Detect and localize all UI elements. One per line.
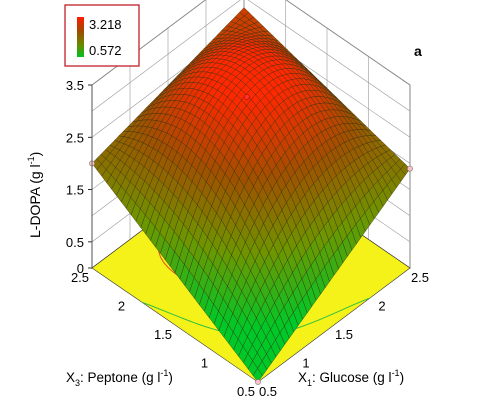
- x-tick-label: 2.5: [411, 270, 429, 285]
- y-axis-label-sub: 3: [75, 378, 80, 388]
- z-axis-label: L-DOPA (g l-1): [26, 152, 43, 238]
- wall-gridline-z: [91, 0, 411, 86]
- y-tick-label: 1: [201, 356, 208, 371]
- colorbar-legend: 3.218 0.572: [64, 4, 140, 67]
- y-axis-label-rest: : Peptone (g l: [80, 370, 160, 385]
- x-axis-label: X1: Glucose (g l-1): [298, 368, 404, 388]
- y-tick-label: 2.5: [71, 270, 89, 285]
- x-axis-label-rest: : Glucose (g l: [312, 370, 392, 385]
- z-tick-label: 2.5: [66, 130, 84, 145]
- wall-gridline-z: [91, 0, 411, 112]
- z-tick-label: 0.5: [66, 235, 84, 250]
- z-axis-label-tail: ): [27, 152, 43, 157]
- colorbar-min-label: 0.572: [89, 43, 122, 58]
- design-point: [255, 379, 261, 385]
- z-axis-ticks: 0 0.5 1.5 2.5 3.5: [66, 78, 93, 276]
- y-axis-label: X3: Peptone (g l-1): [66, 368, 173, 388]
- x-tick-label: 1.5: [335, 327, 353, 342]
- x-axis-label-main: X: [298, 370, 307, 385]
- surface-cell: [252, 367, 263, 383]
- x-tick-label: 1: [302, 356, 309, 371]
- y-axis-label-tail: ): [168, 370, 173, 385]
- x-tick-label: 0.5: [259, 384, 277, 399]
- x-axis-label-sub: 1: [307, 378, 312, 388]
- response-surface: [91, 7, 411, 383]
- y-tick-label: 0.5: [237, 384, 255, 399]
- design-point-peak: [244, 94, 250, 100]
- colorbar-max-label: 3.218: [89, 17, 122, 32]
- y-tick-label: 2: [118, 299, 125, 314]
- y-axis-ticks: 0.5 1 1.5 2 2.5: [71, 270, 255, 399]
- z-tick-label: 3.5: [66, 78, 84, 93]
- design-point: [407, 165, 413, 172]
- z-tick-label: 1.5: [66, 183, 84, 198]
- z-axis-label-main: L-DOPA (g l: [27, 164, 43, 238]
- x-tick-label: 2: [378, 299, 385, 314]
- z-axis-label-sup: -1: [26, 156, 36, 164]
- y-axis-label-sup: -1: [160, 368, 168, 378]
- z-tick-label: 0: [77, 261, 84, 276]
- x-axis-label-sup: -1: [392, 368, 400, 378]
- x-axis-label-tail: ): [400, 370, 405, 385]
- x-axis-ticks: 0.5 1 1.5 2 2.5: [259, 270, 429, 399]
- panel-label: a: [414, 43, 422, 59]
- y-tick-label: 1.5: [154, 327, 172, 342]
- colorbar-gradient: [77, 17, 84, 57]
- y-axis-label-main: X: [66, 370, 75, 385]
